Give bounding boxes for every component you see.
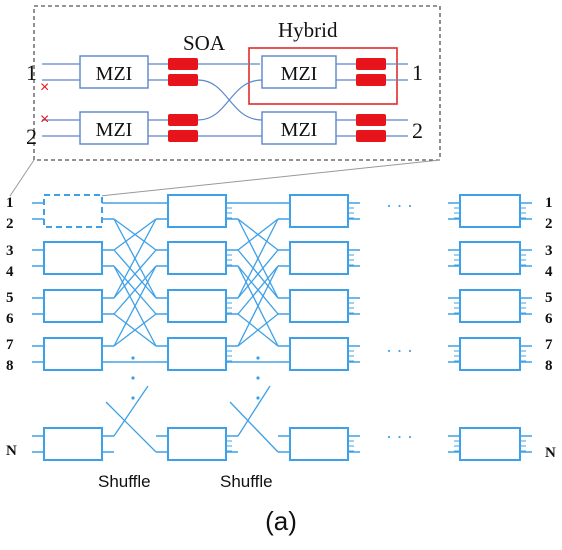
mzi-label: MZI (96, 119, 133, 141)
hybrid-label: Hybrid (278, 18, 338, 42)
right-port-label: 3 (545, 243, 553, 259)
switch-network (32, 194, 532, 461)
switch-box (43, 427, 103, 461)
shuffle-label-2: Shuffle (220, 472, 273, 491)
inset-mzi-3: MZI (261, 55, 337, 89)
switch-box (289, 241, 349, 275)
right-port-label: 2 (545, 216, 553, 232)
right-port-label: N (545, 445, 556, 461)
vertical-ellipsis-dot (131, 396, 135, 400)
left-port-label: 8 (6, 358, 14, 374)
shuffle-link (113, 249, 157, 299)
shuffle-link (113, 218, 157, 251)
shuffle-link (237, 265, 279, 347)
right-port-label: 8 (545, 358, 553, 374)
vertical-ellipsis-dot (256, 396, 260, 400)
right-port-label: 6 (545, 311, 553, 327)
left-port-labels: 1 2 3 4 5 6 7 8 N (6, 195, 17, 459)
shuffle-link (237, 218, 279, 299)
switch-box (289, 194, 349, 228)
shuffle-link (113, 385, 149, 437)
inset-input-port-1: 1 (26, 60, 37, 85)
inset-mzi-1: MZI (79, 55, 149, 89)
shuffle-link (237, 313, 279, 347)
shuffle-link (113, 313, 157, 347)
inset-input-port-2: 2 (26, 124, 37, 149)
left-port-label: 5 (6, 290, 14, 306)
switch-box (289, 289, 349, 323)
left-port-label: 2 (6, 216, 14, 232)
mzi-label: MZI (96, 63, 133, 85)
blocked-marker: × (40, 111, 49, 128)
left-port-label: 1 (6, 195, 14, 211)
column-ellipsis-group: · · · · · · · · · (386, 196, 413, 447)
soa-label: SOA (183, 31, 226, 55)
shuffle-link (113, 265, 157, 347)
switch-box (459, 194, 521, 228)
switch-box (167, 427, 227, 461)
blocked-marker: × (40, 79, 49, 96)
switch-box (167, 241, 227, 275)
right-port-label: 1 (545, 195, 553, 211)
left-port-label: 3 (6, 243, 14, 259)
switch-box (43, 289, 103, 323)
inset-mzi-2: MZI (79, 111, 149, 145)
shuffle-link (105, 401, 157, 453)
right-port-labels: 1 2 3 4 5 6 7 8 N (545, 195, 556, 461)
switch-box (459, 289, 521, 323)
switch-box (289, 337, 349, 371)
column-ellipsis: · · · (386, 427, 413, 447)
left-port-label: 7 (6, 337, 14, 353)
left-port-label: N (6, 443, 17, 459)
switch-box (167, 337, 227, 371)
inset-output-port-2: 2 (412, 118, 423, 143)
vertical-ellipsis-dot (256, 356, 260, 360)
shuffle-label-1: Shuffle (98, 472, 151, 491)
switch-box (459, 337, 521, 371)
switch-box (43, 241, 103, 275)
zoom-line-right (99, 159, 441, 197)
switch-box (167, 289, 227, 323)
shuffle-link (237, 385, 271, 437)
switch-box (289, 427, 349, 461)
soa-blocks (168, 58, 386, 142)
zoom-line-left (9, 159, 35, 197)
right-port-label: 5 (545, 290, 553, 306)
shuffle-link (229, 401, 279, 453)
switch-box (459, 427, 521, 461)
inset-mzi-4: MZI (261, 111, 337, 145)
shuffle-link (113, 265, 157, 315)
inset-output-port-1: 1 (412, 60, 423, 85)
shuffle-link (113, 218, 157, 299)
inset-frame (33, 5, 441, 161)
right-port-label: 7 (545, 337, 553, 353)
switch-box-highlighted (43, 194, 103, 228)
hybrid-box (248, 47, 398, 105)
shuffle-link (237, 249, 279, 299)
column-ellipsis: · · · (386, 196, 413, 216)
vertical-ellipsis-dot (131, 356, 135, 360)
switch-box (43, 337, 103, 371)
left-port-label: 4 (6, 264, 14, 280)
shuffle-link (237, 265, 279, 315)
inset-panel: SOA Hybrid (9, 5, 441, 197)
mzi-label: MZI (281, 119, 318, 141)
switch-box (459, 241, 521, 275)
vertical-ellipsis-dot (256, 376, 260, 380)
inset-waveguides (42, 63, 408, 137)
vertical-ellipsis-dot (131, 376, 135, 380)
column-ellipsis: · · · (386, 341, 413, 361)
shuffle-link (237, 218, 279, 251)
switch-box (167, 194, 227, 228)
mzi-label: MZI (281, 63, 318, 85)
right-port-label: 4 (545, 264, 553, 280)
left-port-label: 6 (6, 311, 14, 327)
figure-caption: (a) (265, 506, 297, 536)
